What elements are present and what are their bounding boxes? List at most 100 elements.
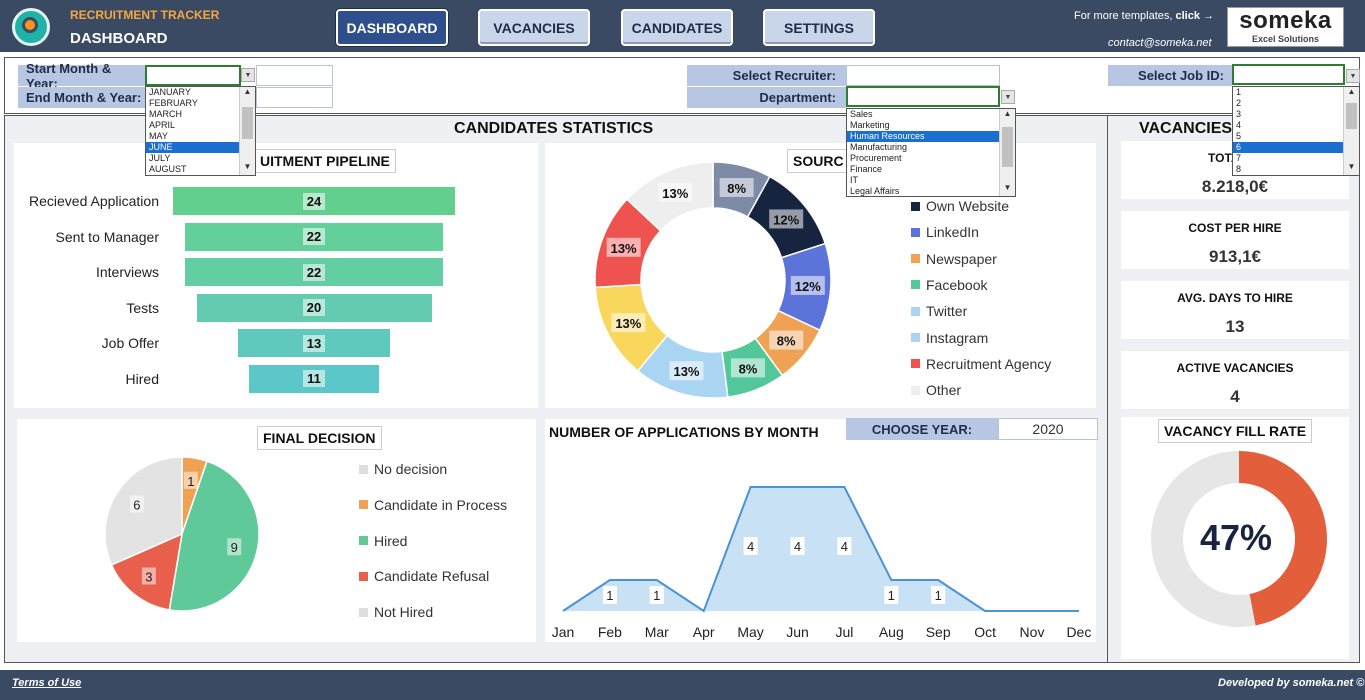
month-option[interactable]: APRIL: [149, 120, 176, 130]
month-dropdown-list[interactable]: JANUARY FEBRUARY MARCH APRIL MAY JUNE JULY AUGU…: [145, 86, 256, 176]
department-label: Department:: [687, 87, 846, 108]
nav-candidates-button[interactable]: CANDIDATES: [621, 9, 733, 46]
department-option[interactable]: Legal Affairs: [850, 186, 900, 196]
pipeline-stage-label: Sent to Manager: [55, 228, 159, 245]
legend-label: Other: [926, 382, 962, 399]
month-scrollbar[interactable]: ▲ ▼: [239, 87, 255, 175]
pipeline-stage-label: Recieved Application: [29, 193, 159, 209]
end-month-label: End Month & Year:: [18, 87, 145, 108]
job-id-scrollbar[interactable]: ▲ ▼: [1343, 87, 1359, 175]
templates-click[interactable]: click: [1175, 10, 1200, 22]
contact-email[interactable]: contact@someka.net: [1108, 37, 1212, 49]
start-month-dropdown-icon[interactable]: ▼: [241, 68, 255, 82]
area-label-bg: [649, 586, 664, 604]
legend-swatch: [359, 464, 368, 474]
scroll-up-icon[interactable]: ▲: [1347, 87, 1356, 96]
legend-label: Instagram: [926, 329, 989, 346]
templates-link-text[interactable]: For more templates, click →: [1074, 10, 1214, 22]
job-id-option[interactable]: 5: [1236, 131, 1242, 141]
month-option[interactable]: AUGUST: [149, 164, 187, 174]
final-decision-legend-item: No decision: [359, 461, 447, 477]
kpi-value: 13: [1225, 317, 1245, 336]
month-option[interactable]: MARCH: [149, 109, 182, 119]
legend-label: Candidate in Process: [374, 496, 508, 513]
department-option[interactable]: Sales: [850, 109, 873, 119]
department-dropdown-list[interactable]: Sales Marketing Human Resources Manufacturi…: [846, 108, 1016, 197]
area-label-bg: [884, 586, 899, 604]
department-option[interactable]: Human Resources: [847, 131, 1015, 142]
job-id-option[interactable]: 3: [1236, 109, 1242, 119]
job-id-option[interactable]: 2: [1236, 98, 1242, 108]
donut-slice-label: 13%: [662, 186, 688, 201]
donut-slice-label: 13%: [673, 364, 699, 379]
donut-slice-label: 12%: [795, 279, 821, 294]
department-option[interactable]: Procurement: [850, 153, 902, 163]
department-dropdown-icon[interactable]: ▼: [1001, 90, 1015, 104]
scroll-down-icon[interactable]: ▼: [1003, 183, 1012, 192]
department-option[interactable]: Manufacturing: [850, 142, 908, 152]
pipeline-stage-label: Hired: [125, 370, 159, 387]
month-option[interactable]: JANUARY: [149, 87, 191, 97]
start-month-input[interactable]: [145, 65, 241, 86]
someka-logo[interactable]: someka Excel Solutions: [1227, 7, 1344, 47]
donut-slice-label: 8%: [727, 181, 746, 196]
area-label-bg: [837, 537, 852, 555]
nav-settings-button[interactable]: SETTINGS: [763, 9, 875, 46]
job-id-option[interactable]: 4: [1236, 120, 1242, 130]
department-option[interactable]: Finance: [850, 164, 883, 174]
legend-swatch: [359, 607, 368, 617]
month-tick-label: Dec: [1066, 624, 1092, 640]
job-id-input[interactable]: [1232, 64, 1345, 85]
month-option[interactable]: MAY: [149, 131, 168, 141]
month-tick-label: Apr: [692, 624, 715, 640]
legend-label: Candidate Refusal: [374, 568, 490, 585]
kpi-card: COST PER HIRE 913,1€: [1121, 211, 1349, 269]
pie-slice-label: 3: [145, 570, 152, 585]
month-option[interactable]: FEBRUARY: [149, 98, 198, 108]
sources-donut-chart: 8% 12% 12% 8% 8% 13% 13% 13% 13%: [594, 161, 832, 399]
month-option[interactable]: JULY: [149, 153, 171, 163]
pipeline-stage-label: Interviews: [95, 264, 159, 280]
donut-slice-label: 8%: [777, 334, 796, 349]
scroll-up-icon[interactable]: ▲: [243, 87, 252, 96]
area-line: [562, 486, 1079, 613]
job-id-dropdown-icon[interactable]: ▼: [1346, 69, 1360, 83]
page-title: DASHBOARD: [70, 30, 168, 47]
department-option[interactable]: IT: [850, 175, 858, 185]
month-tick-label: Jan: [551, 624, 575, 640]
scroll-down-icon[interactable]: ▼: [243, 162, 252, 171]
nav-dashboard-button[interactable]: DASHBOARD: [336, 9, 448, 46]
department-scrollbar[interactable]: ▲ ▼: [999, 109, 1015, 196]
donut-label-bg: [719, 177, 754, 197]
legend-swatch: [911, 280, 920, 290]
job-id-option[interactable]: 8: [1236, 164, 1242, 174]
month-option[interactable]: JUNE: [146, 142, 255, 153]
terms-of-use-link[interactable]: Terms of Use: [12, 677, 82, 689]
month-tick-label: May: [737, 624, 764, 640]
job-id-option[interactable]: 7: [1236, 153, 1242, 163]
start-year-input[interactable]: [256, 65, 333, 86]
pie-label-bg: [183, 471, 198, 489]
scroll-down-icon[interactable]: ▼: [1347, 162, 1356, 171]
department-option[interactable]: Marketing: [850, 120, 890, 130]
start-month-label: Start Month & Year:: [18, 61, 145, 91]
candidates-statistics-title: CANDIDATES STATISTICS: [454, 120, 654, 137]
department-input[interactable]: [846, 86, 1000, 107]
end-year-input[interactable]: [256, 87, 333, 108]
area-label-bg: [790, 537, 805, 555]
pie-slice: [168, 460, 260, 612]
job-id-option[interactable]: 1: [1236, 87, 1242, 97]
pipeline-bar-value: 13: [302, 334, 326, 352]
logo-name: someka: [1239, 7, 1332, 34]
year-input[interactable]: 2020: [998, 418, 1098, 440]
scroll-up-icon[interactable]: ▲: [1003, 109, 1012, 118]
pipeline-bar-value: 11: [303, 370, 325, 387]
recruiter-input[interactable]: [846, 65, 1000, 86]
legend-label: Not Hired: [374, 604, 434, 621]
month-tick-label: Sep: [925, 624, 951, 640]
nav-vacancies-button[interactable]: VACANCIES: [478, 9, 590, 46]
job-id-option[interactable]: 6: [1233, 142, 1359, 153]
legend-swatch: [359, 571, 368, 581]
sources-legend-item: Recruitment Agency: [911, 356, 1051, 372]
